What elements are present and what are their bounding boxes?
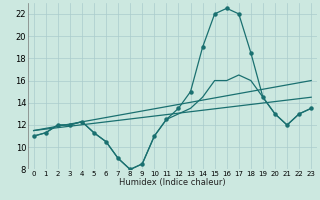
X-axis label: Humidex (Indice chaleur): Humidex (Indice chaleur): [119, 178, 226, 187]
